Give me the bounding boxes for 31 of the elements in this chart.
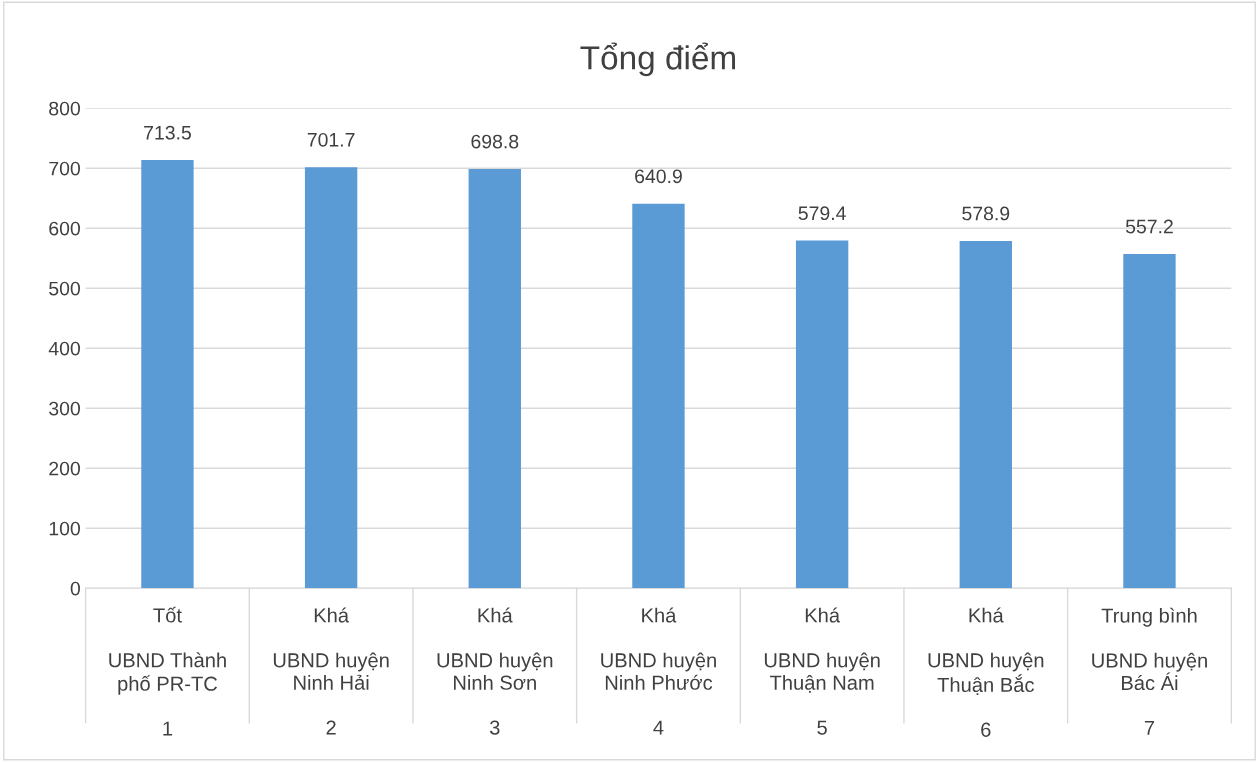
y-tick-label: 700 [49,161,80,176]
category-label: Khá UBND huyện Thuận Nam 5 [764,607,880,735]
data-label: 578.9 [962,206,1010,221]
bar [141,160,194,589]
category-label: Khá UBND huyện Ninh Sơn 3 [437,607,553,735]
category-label: Trung bình UBND huyện Bác Ái 7 [1092,607,1207,735]
y-tick-label: 500 [49,281,80,296]
y-tick-label: 400 [48,341,80,356]
data-label: 698.8 [471,134,519,149]
data-label: 701.7 [307,132,355,147]
y-tick-label: 300 [49,401,80,416]
bar [468,168,521,589]
y-tick-label: 600 [49,221,80,236]
bar [304,167,358,589]
data-label: 579.4 [798,206,846,221]
data-label: 640.9 [635,169,682,184]
data-label: 557.2 [1125,219,1173,234]
bar [959,240,1012,589]
data-label: 713.5 [144,125,191,140]
bar [1123,253,1176,589]
y-tick-label: 800 [49,101,80,116]
y-tick-label: 100 [49,521,80,536]
bar [795,240,849,589]
category-label: Khá UBND huyện Ninh Hải 2 [273,607,389,735]
y-tick-label: 200 [49,461,80,476]
category-label: Khá UBND huyện Ninh Phước 4 [601,607,716,735]
category-label: Khá UBND huyện Thuận Bắc 6 [928,607,1044,737]
y-tick-label: 0 [70,581,80,596]
bar [632,203,685,589]
chart-title: Tổng điểm [580,42,736,77]
category-label: Tốt UBND Thành phố PR-TC 1 [109,606,226,736]
